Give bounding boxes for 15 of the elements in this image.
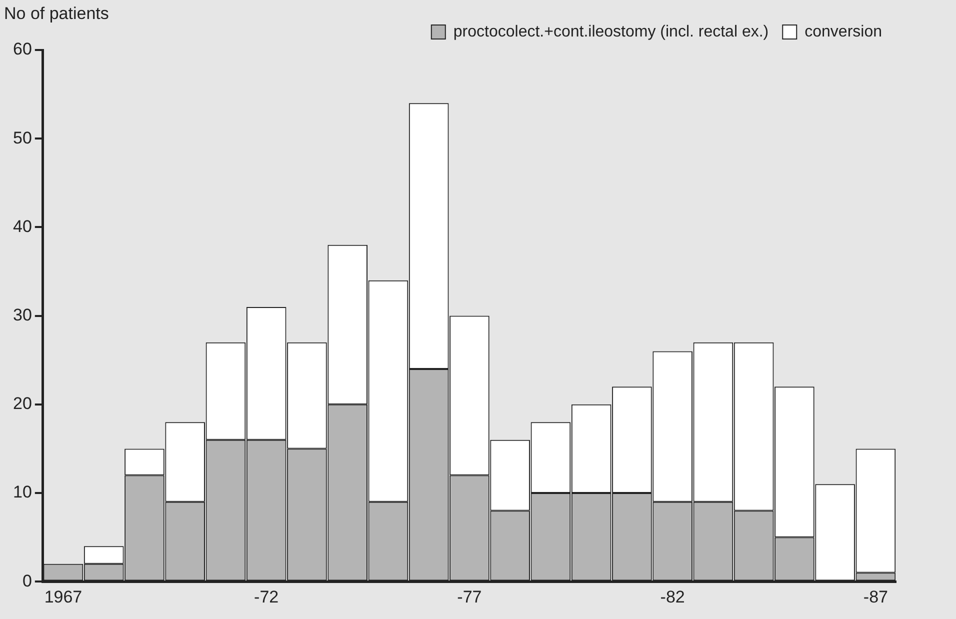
- y-tick-label: 30: [12, 305, 32, 324]
- x-tick-label: -72: [254, 587, 279, 606]
- y-tick-label: 0: [22, 571, 32, 590]
- y-tick-label: 50: [12, 128, 32, 148]
- y-tick-label: 10: [12, 482, 32, 502]
- legend-label: conversion: [804, 23, 882, 40]
- x-tick-label: 1967: [44, 587, 82, 606]
- y-axis-title: No of patients: [4, 4, 109, 24]
- y-tick-label: 20: [12, 394, 32, 414]
- legend-label: proctocolect.+cont.ileostomy (incl. rectal ex.): [453, 23, 769, 40]
- x-tick-label: -87: [863, 587, 888, 606]
- x-tick-label: -82: [660, 587, 685, 606]
- y-tick-label: 40: [12, 216, 32, 236]
- y-tick-label: 60: [12, 40, 32, 59]
- x-tick-label: -77: [457, 587, 482, 606]
